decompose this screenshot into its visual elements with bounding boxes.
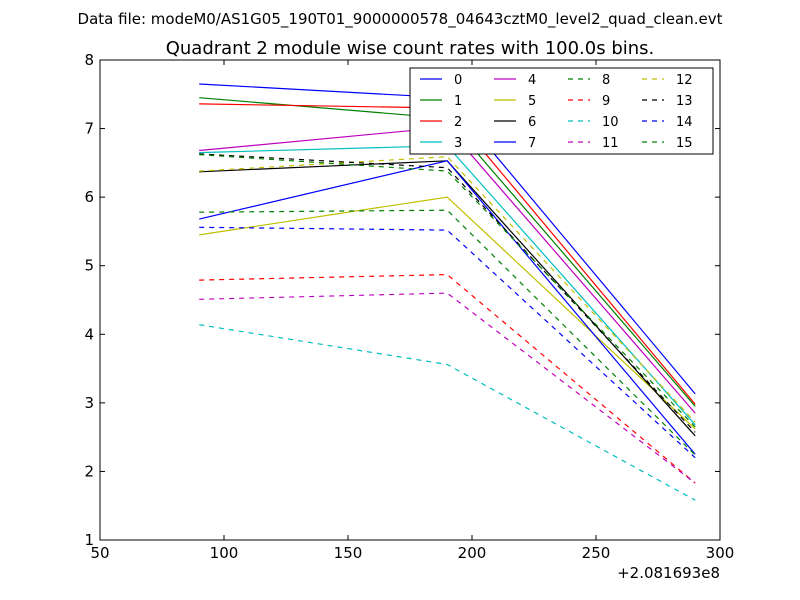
x-tick-label: 100 [210, 544, 239, 562]
y-tick-label: 4 [84, 325, 94, 343]
legend-label-1: 1 [454, 94, 462, 109]
legend-label-6: 6 [528, 115, 536, 130]
legend-label-5: 5 [528, 94, 536, 109]
legend-label-3: 3 [454, 136, 462, 151]
series-line-11 [199, 292, 696, 484]
legend-label-2: 2 [454, 115, 462, 130]
series-line-4 [199, 126, 696, 414]
series-line-3 [199, 145, 696, 426]
y-tick-label: 6 [84, 188, 94, 206]
legend-label-7: 7 [528, 136, 536, 151]
series-line-7 [199, 160, 696, 455]
legend-label-8: 8 [602, 73, 610, 88]
legend-label-11: 11 [602, 136, 619, 151]
series-line-13 [199, 153, 696, 433]
plot-frame [99, 59, 721, 541]
data-file-header: Data file: modeM0/AS1G05_190T01_90000005… [78, 10, 723, 29]
x-tick-label: 50 [90, 544, 109, 562]
y-tick-label: 3 [84, 394, 94, 412]
y-tick-label: 1 [84, 531, 94, 549]
series-line-12 [199, 156, 696, 423]
legend-label-13: 13 [676, 94, 693, 109]
series-line-9 [199, 273, 696, 484]
x-offset-label: +2.081693e8 [617, 564, 720, 582]
legend-label-12: 12 [676, 73, 693, 88]
legend-box [409, 67, 714, 155]
chart-title: Quadrant 2 module wise count rates with … [166, 38, 655, 59]
legend-label-0: 0 [454, 73, 462, 88]
y-tick-label: 5 [84, 257, 94, 275]
y-tick-label: 2 [84, 462, 94, 480]
series-line-14 [199, 226, 696, 459]
legend-label-10: 10 [602, 115, 619, 130]
series-line-10 [199, 324, 696, 501]
legend-label-9: 9 [602, 94, 610, 109]
x-tick-label: 200 [458, 544, 487, 562]
y-tick-label: 7 [84, 120, 94, 138]
y-tick-label: 8 [84, 51, 94, 69]
legend-label-15: 15 [676, 136, 693, 151]
x-tick-label: 300 [706, 544, 735, 562]
x-tick-label: 150 [334, 544, 363, 562]
series-line-15 [199, 154, 696, 428]
legend-label-14: 14 [676, 115, 693, 130]
series-line-8 [199, 209, 696, 456]
x-tick-label: 250 [582, 544, 611, 562]
legend-label-4: 4 [528, 73, 536, 88]
series-line-5 [199, 196, 696, 430]
